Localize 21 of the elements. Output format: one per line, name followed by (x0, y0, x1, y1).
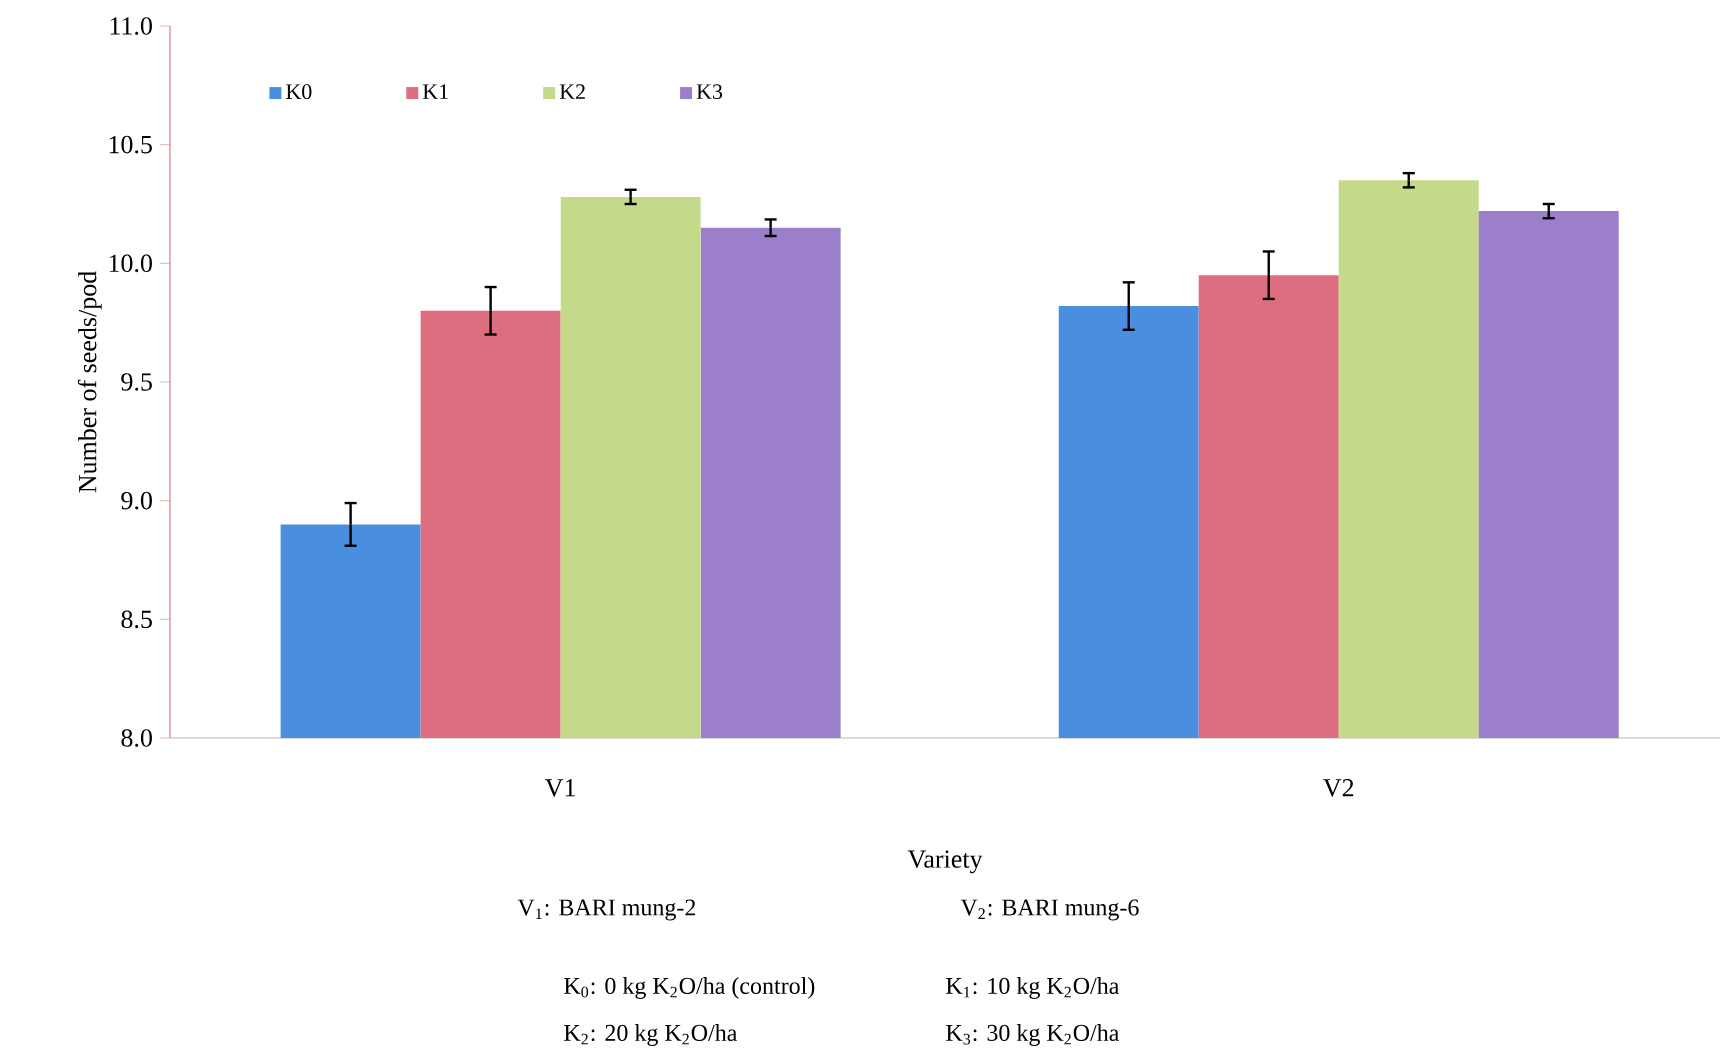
y-tick-label: 10.0 (109, 254, 152, 273)
x-tick-label: V1 (545, 779, 575, 797)
text: V$_{2}$: BARI mung-6 (960, 899, 1139, 921)
legend-label: K0 (286, 84, 312, 100)
legend-label: K1 (422, 84, 448, 99)
text: K$_{0}$: 0 kg K$_{2}$O/ha (control) (564, 977, 815, 999)
y-axis-title: Number of seeds/pod (77, 271, 102, 493)
text: K$_{1}$: 10 kg K$_{2}$O/ha (946, 977, 1120, 999)
legend-label: K2 (559, 84, 585, 99)
x-tick-label: V2 (1323, 779, 1354, 797)
x-axis-title: Variety (907, 850, 983, 874)
text: K$_{2}$: 20 kg K$_{2}$O/ha (564, 1024, 738, 1046)
y-tick-label: 11.0 (110, 17, 152, 35)
text: V$_{1}$: BARI mung-2 (517, 899, 696, 921)
y-tick-label: 9.0 (121, 491, 152, 510)
y-tick-label: 10.5 (109, 135, 152, 154)
text: K$_{3}$: 30 kg K$_{2}$O/ha (946, 1024, 1120, 1046)
y-tick-label: 8.0 (121, 729, 152, 747)
y-tick-label: 9.5 (121, 373, 152, 391)
legend-label: K3 (696, 84, 723, 100)
y-tick-label: 8.5 (121, 610, 152, 629)
